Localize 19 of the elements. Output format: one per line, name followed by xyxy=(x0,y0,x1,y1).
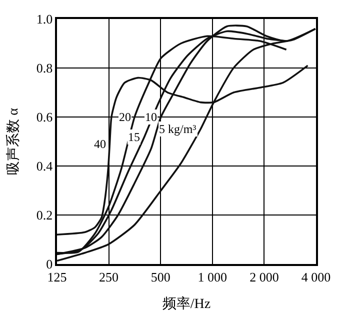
series-label: 40 xyxy=(94,137,106,151)
x-tick-label: 2 000 xyxy=(250,269,279,284)
y-tick-label: 0.6 xyxy=(36,110,54,125)
y-axis-title: 吸声系数 α xyxy=(6,107,22,175)
x-tick-label: 1 000 xyxy=(198,269,228,284)
x-tick-label: 500 xyxy=(150,269,170,284)
x-axis-title: 频率/Hz xyxy=(162,296,211,312)
y-tick-label: 0.8 xyxy=(36,60,53,76)
series-label: 10 xyxy=(145,110,157,124)
x-tick-label: 125 xyxy=(47,269,67,284)
x-tick-label: 250 xyxy=(99,269,119,284)
series-label: 5 kg/m³ xyxy=(159,122,197,136)
series-label: 20 xyxy=(119,110,131,124)
y-tick-label: 0.4 xyxy=(36,158,54,174)
y-tick-label: 0.2 xyxy=(36,208,53,223)
series-label: 15 xyxy=(128,130,140,144)
y-tick-label: 0 xyxy=(46,256,53,272)
x-tick-label: 4 000 xyxy=(301,269,331,284)
y-tick-label: 1.0 xyxy=(36,12,53,27)
